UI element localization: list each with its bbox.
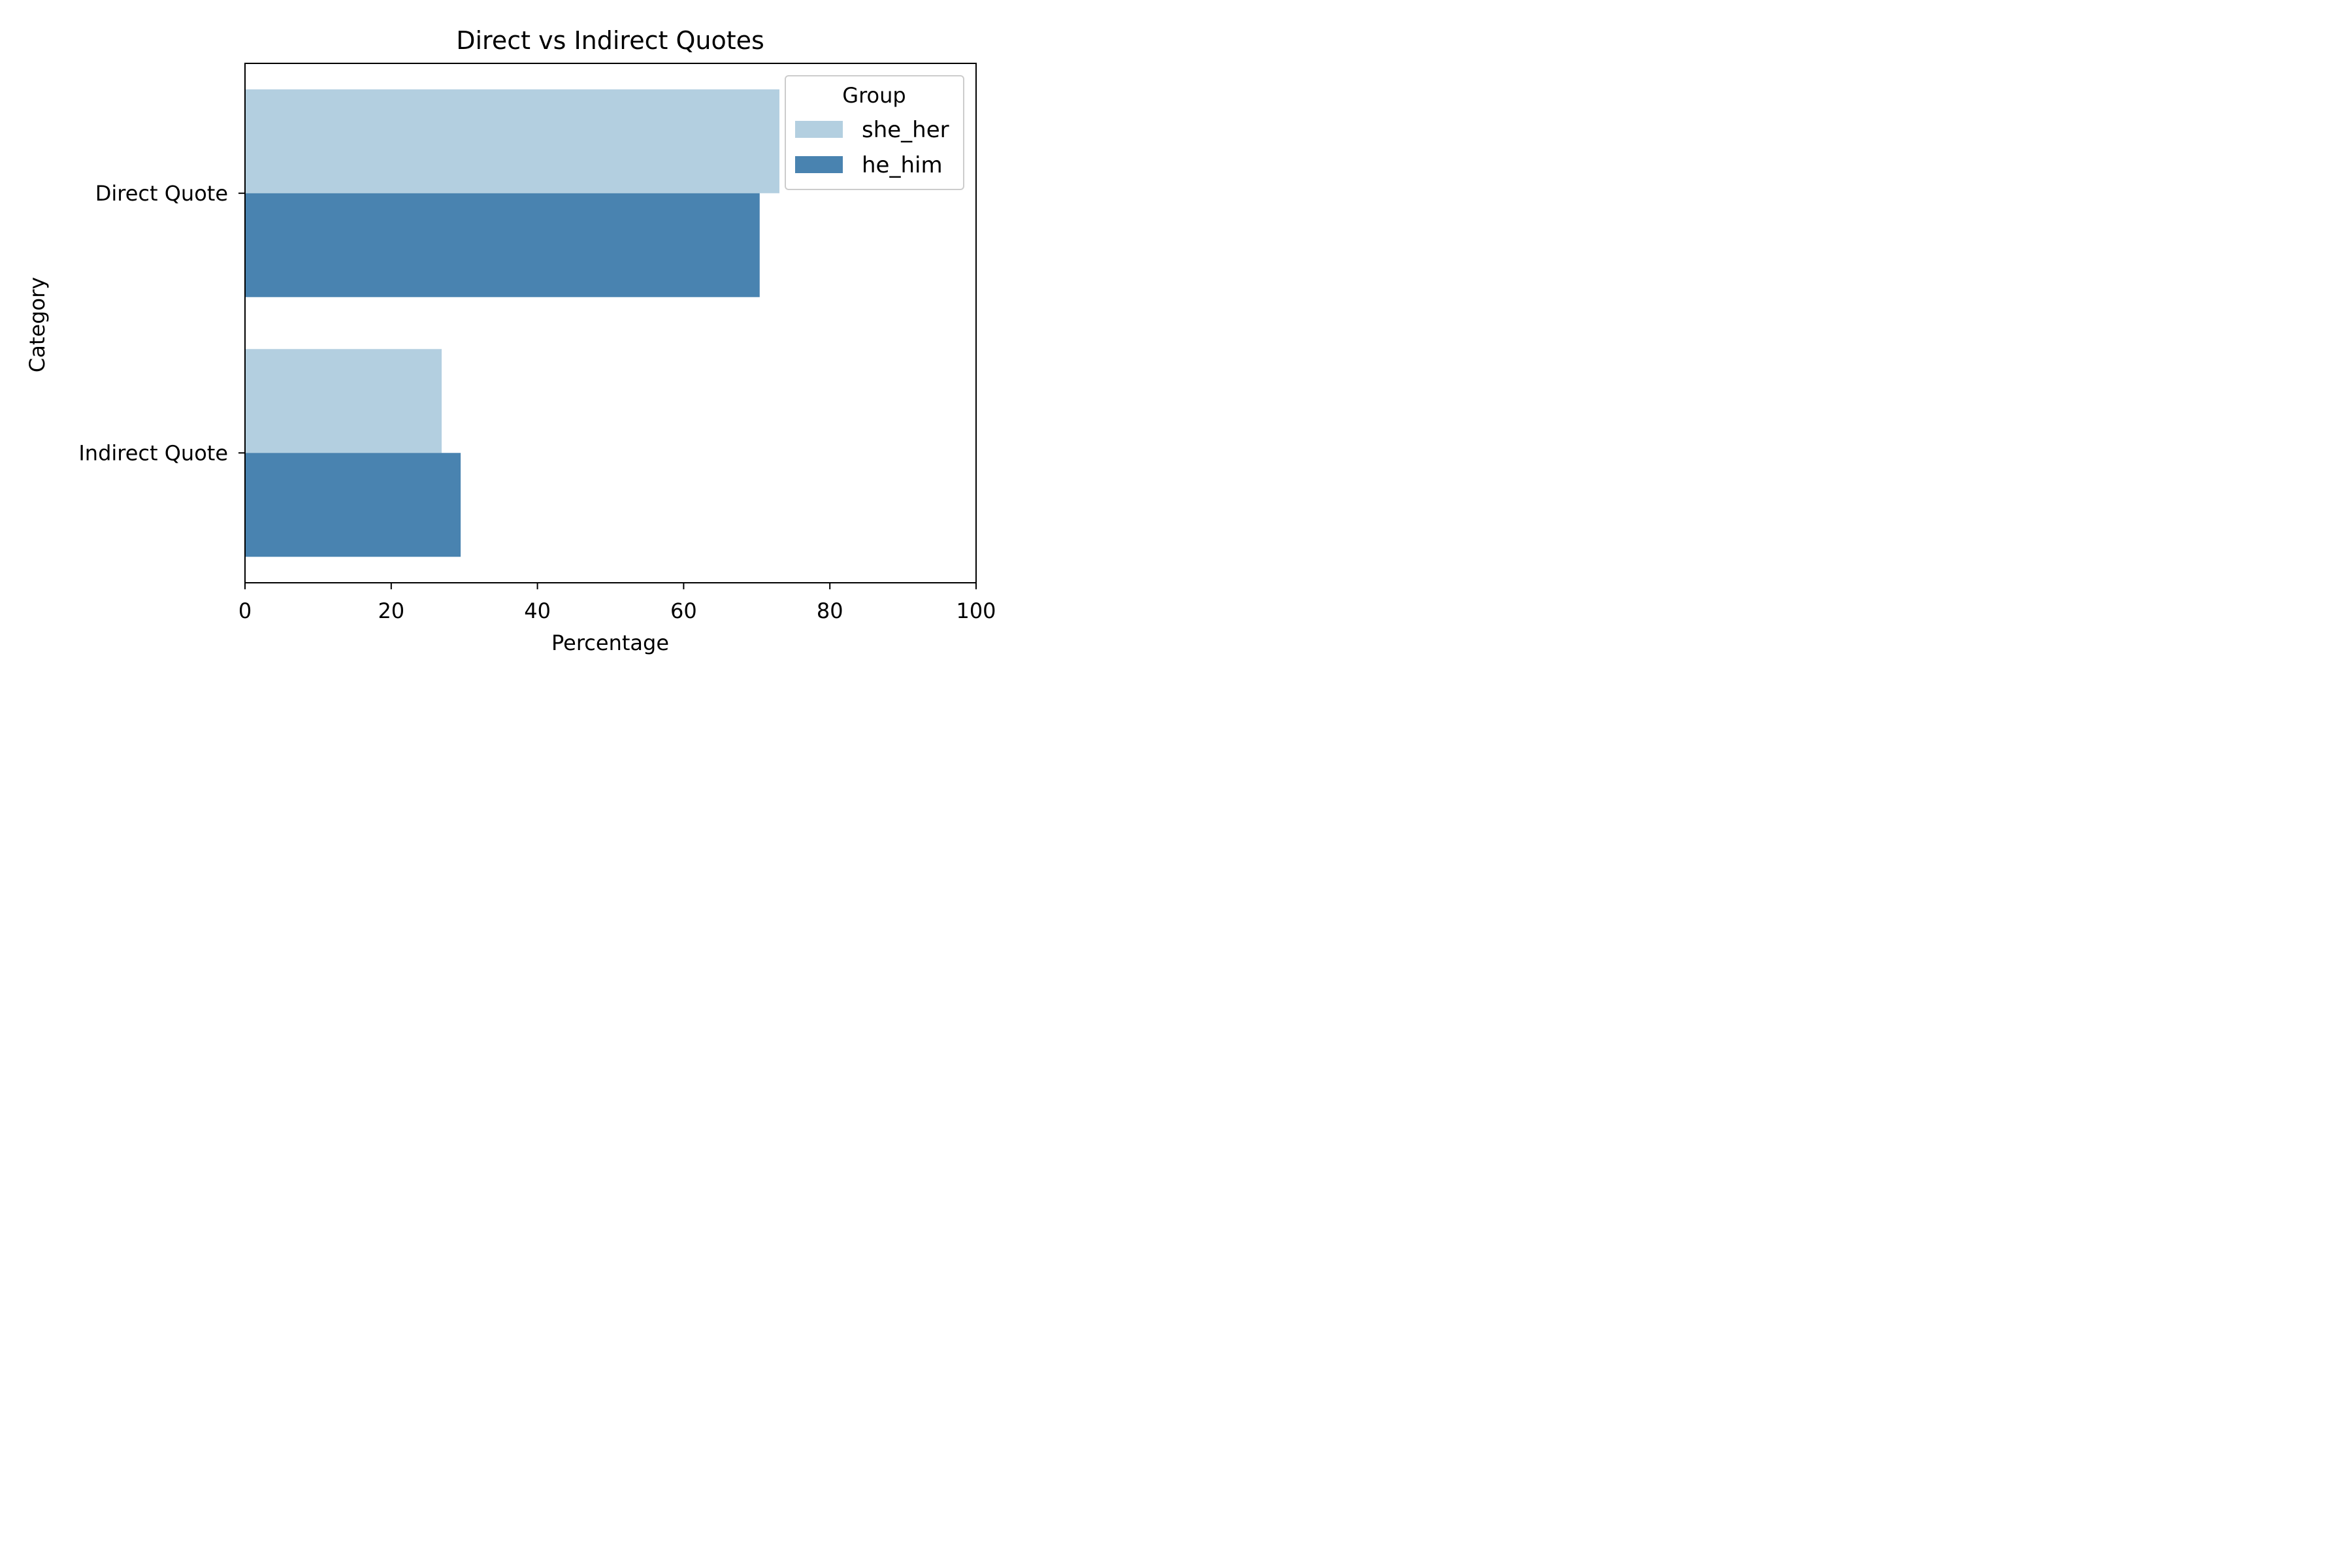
y-tick-label: Indirect Quote [78,440,228,465]
x-tick-label: 60 [670,598,697,623]
x-tick-label: 80 [817,598,843,623]
plot-frame [244,63,977,583]
bar-he-him-direct-quote [245,193,760,297]
y-tick-label: Direct Quote [95,181,228,206]
legend-swatch-she-her [795,121,843,138]
bar-he-him-indirect-quote [245,453,461,557]
x-axis-label: Percentage [551,630,669,655]
legend-label-she-her: she_her [862,117,949,143]
x-tick-label: 0 [238,598,252,623]
bar-she-her-direct-quote [245,89,779,193]
bars-group [245,89,779,557]
x-axis: 0 20 40 60 80 100 [238,583,996,623]
x-tick-label: 100 [956,598,996,623]
bar-she-her-indirect-quote [245,349,442,453]
y-axis-label: Category [25,277,50,372]
chart-title: Direct vs Indirect Quotes [456,26,764,55]
legend-swatch-he-him [795,156,843,173]
legend: Group she_her he_him [785,75,964,190]
x-tick-label: 40 [524,598,551,623]
bar-chart: Direct vs Indirect Quotes Direct Quote In… [25,26,996,655]
x-tick-label: 20 [378,598,404,623]
y-axis: Direct Quote Indirect Quote [78,181,245,465]
legend-label-he-him: he_him [862,152,943,178]
legend-title: Group [842,83,906,108]
